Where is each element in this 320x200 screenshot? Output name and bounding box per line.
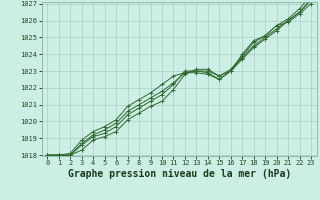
X-axis label: Graphe pression niveau de la mer (hPa): Graphe pression niveau de la mer (hPa) [68, 169, 291, 179]
